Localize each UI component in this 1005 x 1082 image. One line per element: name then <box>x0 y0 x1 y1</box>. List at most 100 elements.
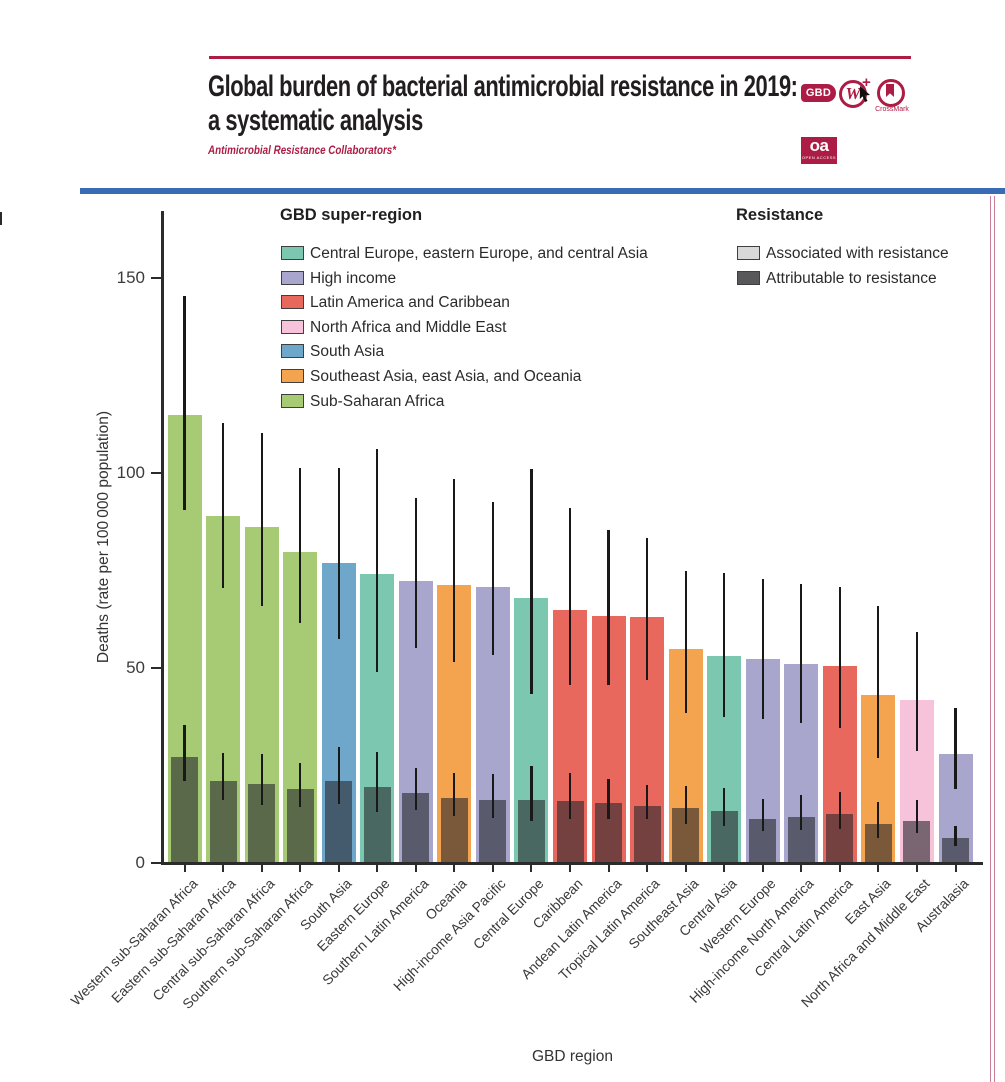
error-bar-associated <box>838 586 841 729</box>
y-tick <box>151 862 162 864</box>
x-tick <box>337 864 340 872</box>
legend-item: Attributable to resistance <box>737 269 997 287</box>
x-tick <box>838 864 841 872</box>
error-bar-attributable <box>453 773 456 816</box>
error-bar-attributable <box>800 795 803 830</box>
legend-item: Sub-Saharan Africa <box>281 392 701 410</box>
y-axis <box>161 211 164 865</box>
legend-item-label: High income <box>310 269 397 287</box>
x-tick <box>222 864 225 872</box>
error-bar-attributable <box>684 786 687 824</box>
error-bar-associated <box>915 632 919 751</box>
error-bar-attributable <box>491 774 494 819</box>
legend-super-region-title: GBD super-region <box>280 206 423 224</box>
error-bar-associated <box>376 449 379 673</box>
error-bar-attributable <box>877 801 880 838</box>
crossmark-bookmark-icon <box>886 84 894 97</box>
legend-swatch <box>737 246 760 260</box>
header-rule <box>209 56 911 59</box>
x-tick <box>569 864 571 872</box>
legend-item: High income <box>281 269 701 287</box>
legend-swatch <box>281 319 304 334</box>
error-bar-attributable <box>376 751 379 812</box>
title-line-1: Global burden of bacterial antimicrobial… <box>208 70 798 103</box>
error-bar-associated <box>684 570 687 713</box>
legend-item: South Asia <box>281 343 701 360</box>
x-tick <box>800 864 803 872</box>
y-tick-label: 100 <box>116 463 145 482</box>
error-bar-attributable <box>646 785 649 820</box>
gbd-badge-icon[interactable]: GBD <box>801 84 836 102</box>
y-tick-label: 150 <box>116 268 145 287</box>
error-bar-attributable <box>221 753 225 800</box>
error-bar-associated <box>260 433 263 606</box>
error-bar-associated <box>954 708 957 789</box>
error-bar-attributable <box>530 765 533 821</box>
error-bar-attributable <box>299 763 302 808</box>
legend-item-label: Associated with resistance <box>766 245 949 262</box>
legend-item-label: North Africa and Middle East <box>310 318 507 336</box>
y-tick <box>151 472 162 474</box>
error-bar-attributable <box>761 799 764 831</box>
title-line-2: a systematic analysis <box>208 104 423 137</box>
x-tick <box>299 864 302 872</box>
page-edge-mark <box>0 212 2 225</box>
error-bar-attributable <box>954 826 957 847</box>
error-bar-attributable <box>607 779 610 820</box>
error-bar-associated <box>414 498 417 648</box>
open-access-badge[interactable]: oa OPEN ACCESS <box>801 137 837 164</box>
section-divider-band <box>80 188 1005 194</box>
crossmark-label: CrossMark <box>875 106 909 113</box>
error-bar-associated <box>221 423 225 589</box>
y-tick-label: 50 <box>126 658 145 677</box>
legend-item-label: Attributable to resistance <box>766 269 937 287</box>
page-margin-rule <box>990 196 995 1082</box>
x-tick <box>646 864 649 872</box>
error-bar-associated <box>607 529 610 686</box>
error-bar-associated <box>568 507 572 686</box>
open-access-oa: oa <box>809 136 829 155</box>
error-bar-associated <box>337 468 340 640</box>
legend-item: Associated with resistance <box>737 245 997 262</box>
error-bar-attributable <box>183 725 186 782</box>
legend-item-label: Latin America and Caribbean <box>310 294 510 312</box>
x-tick <box>684 864 687 872</box>
x-tick <box>723 864 726 872</box>
error-bar-associated <box>183 296 186 511</box>
y-tick-label: 0 <box>135 853 145 872</box>
open-access-sublabel: OPEN ACCESS <box>801 155 837 160</box>
x-tick <box>453 864 456 872</box>
error-bar-attributable <box>414 768 417 810</box>
x-tick <box>761 864 764 872</box>
legend-resistance-title: Resistance <box>736 206 824 224</box>
x-axis-title: GBD region <box>532 1048 613 1065</box>
legend-swatch <box>281 393 304 408</box>
legend-item: North Africa and Middle East <box>281 318 701 336</box>
error-bar-associated <box>299 467 302 623</box>
x-tick <box>260 864 263 872</box>
legend-item: Southeast Asia, east Asia, and Oceania <box>281 368 701 385</box>
error-bar-associated <box>491 501 494 656</box>
x-tick <box>414 864 417 872</box>
error-bar-associated <box>723 573 726 717</box>
error-bar-associated <box>800 583 803 724</box>
x-tick <box>915 864 918 872</box>
x-tick <box>877 864 880 872</box>
legend-swatch <box>281 369 304 383</box>
error-bar-attributable <box>337 747 340 805</box>
legend-item-label: Sub-Saharan Africa <box>310 392 445 410</box>
error-bar-associated <box>646 538 649 680</box>
x-tick <box>530 864 533 872</box>
x-tick <box>183 864 186 872</box>
y-tick <box>151 277 162 279</box>
legend-swatch <box>281 270 304 285</box>
x-tick <box>954 864 957 872</box>
legend-swatch <box>281 295 304 310</box>
error-bar-attributable <box>723 788 726 826</box>
error-bar-attributable <box>568 772 572 820</box>
x-tick <box>607 864 610 872</box>
error-bar-attributable <box>260 754 263 805</box>
error-bar-attributable <box>915 799 919 834</box>
